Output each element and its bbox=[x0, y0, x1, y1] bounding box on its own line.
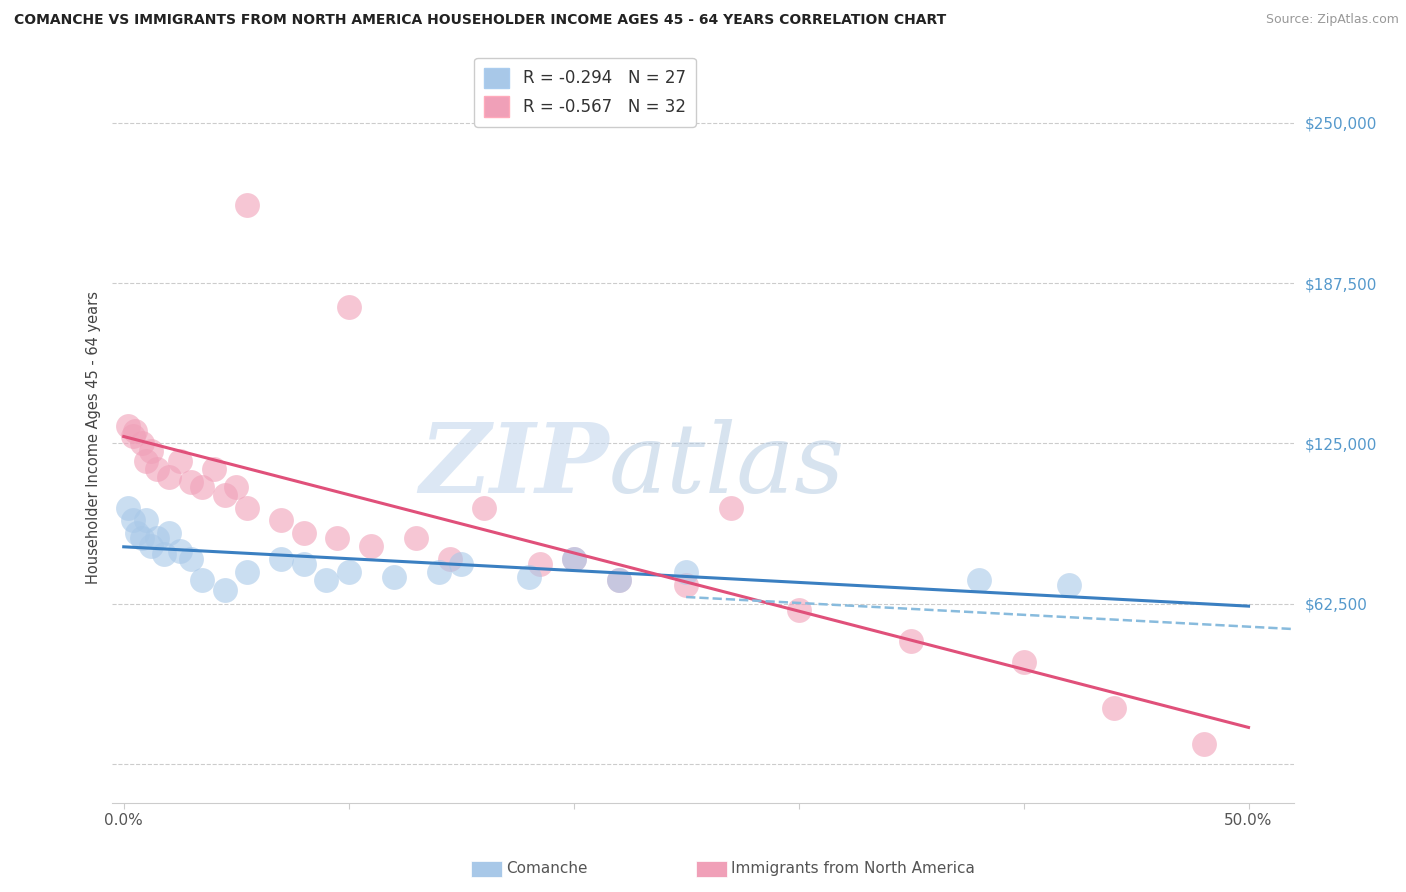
Point bbox=[472, 500, 495, 515]
Point bbox=[720, 500, 742, 515]
Text: COMANCHE VS IMMIGRANTS FROM NORTH AMERICA HOUSEHOLDER INCOME AGES 45 - 64 YEARS : COMANCHE VS IMMIGRANTS FROM NORTH AMERIC… bbox=[14, 13, 946, 28]
Point bbox=[127, 526, 149, 541]
Point bbox=[135, 454, 157, 468]
Point bbox=[131, 532, 153, 546]
Point bbox=[1012, 655, 1035, 669]
Point bbox=[135, 514, 157, 528]
Point bbox=[900, 634, 922, 648]
Point bbox=[169, 544, 191, 558]
Point bbox=[124, 424, 146, 438]
Point bbox=[562, 552, 585, 566]
Point bbox=[180, 552, 202, 566]
Point bbox=[139, 539, 162, 553]
Text: Source: ZipAtlas.com: Source: ZipAtlas.com bbox=[1265, 13, 1399, 27]
Point bbox=[270, 552, 292, 566]
Point bbox=[292, 526, 315, 541]
Point bbox=[337, 301, 360, 315]
Point bbox=[236, 500, 259, 515]
Point bbox=[382, 570, 405, 584]
Point bbox=[360, 539, 382, 553]
Point bbox=[214, 582, 236, 597]
Point bbox=[180, 475, 202, 489]
Point bbox=[315, 573, 337, 587]
Point bbox=[214, 488, 236, 502]
Point bbox=[146, 462, 169, 476]
Point bbox=[675, 565, 697, 579]
Point bbox=[157, 470, 180, 484]
Point bbox=[607, 573, 630, 587]
Point bbox=[675, 577, 697, 591]
Point bbox=[117, 500, 139, 515]
Point bbox=[405, 532, 427, 546]
Point bbox=[517, 570, 540, 584]
Legend: R = -0.294   N = 27, R = -0.567   N = 32: R = -0.294 N = 27, R = -0.567 N = 32 bbox=[474, 58, 696, 127]
Point bbox=[236, 565, 259, 579]
Point bbox=[529, 557, 551, 571]
Text: atlas: atlas bbox=[609, 419, 845, 513]
Point bbox=[225, 480, 247, 494]
Point bbox=[121, 429, 143, 443]
Point bbox=[139, 444, 162, 458]
Point bbox=[270, 514, 292, 528]
Point bbox=[236, 198, 259, 212]
Point bbox=[427, 565, 450, 579]
Text: ZIP: ZIP bbox=[419, 419, 609, 513]
Point bbox=[326, 532, 349, 546]
Point bbox=[131, 436, 153, 450]
Point bbox=[202, 462, 225, 476]
Point bbox=[967, 573, 990, 587]
Point bbox=[1192, 737, 1215, 751]
Point bbox=[1102, 701, 1125, 715]
Point bbox=[191, 480, 214, 494]
Point bbox=[607, 573, 630, 587]
Point bbox=[787, 603, 810, 617]
Point bbox=[146, 532, 169, 546]
Point bbox=[169, 454, 191, 468]
Point bbox=[157, 526, 180, 541]
Point bbox=[121, 514, 143, 528]
Point bbox=[337, 565, 360, 579]
Text: Comanche: Comanche bbox=[506, 862, 588, 876]
Text: Immigrants from North America: Immigrants from North America bbox=[731, 862, 974, 876]
Point bbox=[191, 573, 214, 587]
Point bbox=[153, 547, 176, 561]
Point bbox=[562, 552, 585, 566]
Point bbox=[439, 552, 461, 566]
Point bbox=[1057, 577, 1080, 591]
Point bbox=[117, 418, 139, 433]
Y-axis label: Householder Income Ages 45 - 64 years: Householder Income Ages 45 - 64 years bbox=[86, 291, 101, 583]
Point bbox=[450, 557, 472, 571]
Point bbox=[292, 557, 315, 571]
